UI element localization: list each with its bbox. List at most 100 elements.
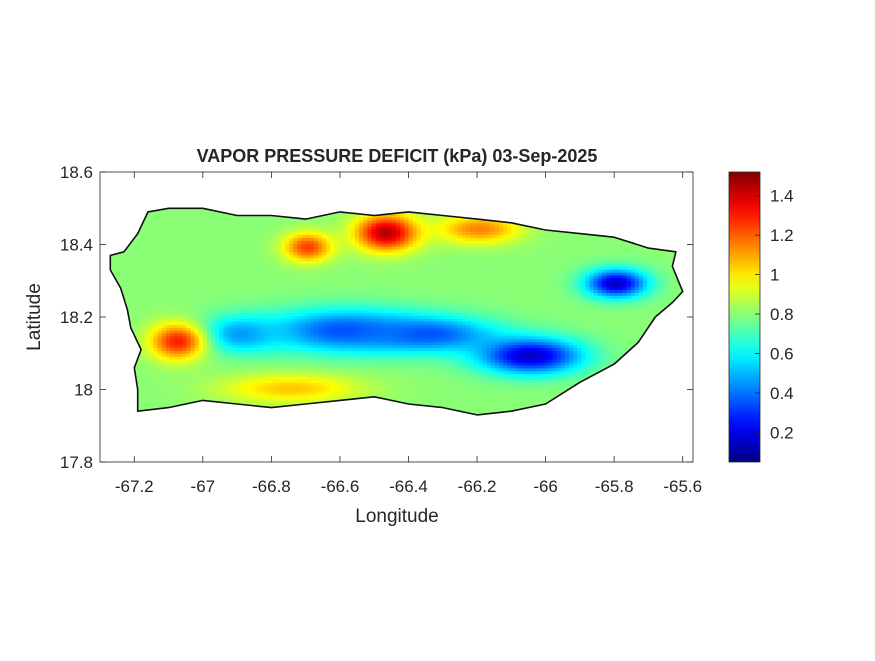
vpd-cell [622,347,628,351]
vpd-cell [408,359,414,363]
vpd-cell [153,350,159,354]
vpd-cell [610,347,615,351]
vpd-cell [486,324,492,328]
vpd-cell [182,361,187,366]
vpd-cell [145,361,150,366]
vpd-cell [174,341,179,346]
vpd-cell [132,330,138,334]
vpd-cell [408,388,414,392]
vpd-cell [161,359,167,363]
vpd-cell [597,361,603,366]
vpd-cell [169,382,175,386]
vpd-cell [338,341,344,346]
vpd-cell [186,393,192,398]
vpd-cell [268,341,274,346]
vpd-cell [301,356,307,360]
vpd-cell [243,376,249,380]
vpd-cell [449,364,455,369]
vpd-cell [346,356,352,360]
vpd-cell [536,356,541,360]
vpd-cell [474,324,480,328]
vpd-cell [301,350,307,354]
vpd-cell [527,388,533,392]
vpd-cell [363,353,368,357]
vpd-cell [178,390,183,395]
vpd-cell [219,350,224,354]
vpd-cell [367,367,373,372]
vpd-cell [404,356,410,360]
vpd-cell [371,356,377,360]
vpd-cell [153,338,159,343]
vpd-cell [322,347,327,351]
vpd-cell [400,341,405,346]
vpd-cell [309,330,315,334]
vpd-cell [461,364,467,369]
vpd-cell [301,390,307,395]
vpd-cell [503,408,508,412]
vpd-cell [548,379,554,383]
vpd-cell [503,385,508,389]
vpd-cell [227,330,233,334]
vpd-cell [313,344,319,349]
vpd-cell [355,393,360,398]
vpd-cell [174,332,179,337]
vpd-cell [169,399,175,404]
vpd-cell [215,359,220,363]
vpd-cell [297,385,303,389]
vpd-cell [515,356,521,360]
vpd-cell [334,324,340,328]
vpd-cell [400,399,405,404]
vpd-cell [178,361,183,366]
vpd-cell [235,379,241,383]
vpd-cell [412,341,418,346]
vpd-cell [301,330,307,334]
vpd-cell [412,364,418,369]
vpd-cell [597,356,603,360]
vpd-cell [494,379,500,383]
vpd-cell [309,341,315,346]
vpd-cell [149,356,155,360]
vpd-cell [445,353,451,357]
vpd-cell [169,324,175,328]
vpd-cell [552,367,558,372]
vpd-cell [206,327,212,331]
vpd-cell [235,327,241,331]
vpd-cell [190,350,196,354]
vpd-cell [350,356,356,360]
vpd-cell [387,350,393,354]
vpd-cell [285,359,290,363]
vpd-cell [338,388,344,392]
vpd-cell [573,332,578,337]
vpd-cell [610,335,615,340]
vpd-cell [527,393,533,398]
vpd-cell [453,327,459,331]
vpd-cell [260,376,266,380]
vpd-cell [157,350,163,354]
vpd-cell [174,373,179,378]
vpd-cell [330,376,336,380]
vpd-cell [309,388,315,392]
vpd-cell [375,350,381,354]
vpd-cell [260,350,266,354]
vpd-cell [169,388,175,392]
vpd-cell [494,405,500,409]
vpd-cell [490,335,496,340]
vpd-cell [367,382,373,386]
vpd-cell [219,379,224,383]
vpd-cell [375,338,381,343]
vpd-cell [280,388,286,392]
vpd-cell [260,359,266,363]
vpd-cell [194,373,200,378]
vpd-cell [149,399,155,404]
vpd-cell [536,367,541,372]
vpd-cell [618,327,623,331]
vpd-cell [350,332,356,337]
vpd-cell [515,367,521,372]
vpd-cell [293,350,299,354]
vpd-cell [182,332,187,337]
vpd-cell [552,350,558,354]
vpd-cell [581,370,586,375]
vpd-cell [137,405,142,409]
vpd-cell [416,350,422,354]
vpd-cell [260,385,266,389]
